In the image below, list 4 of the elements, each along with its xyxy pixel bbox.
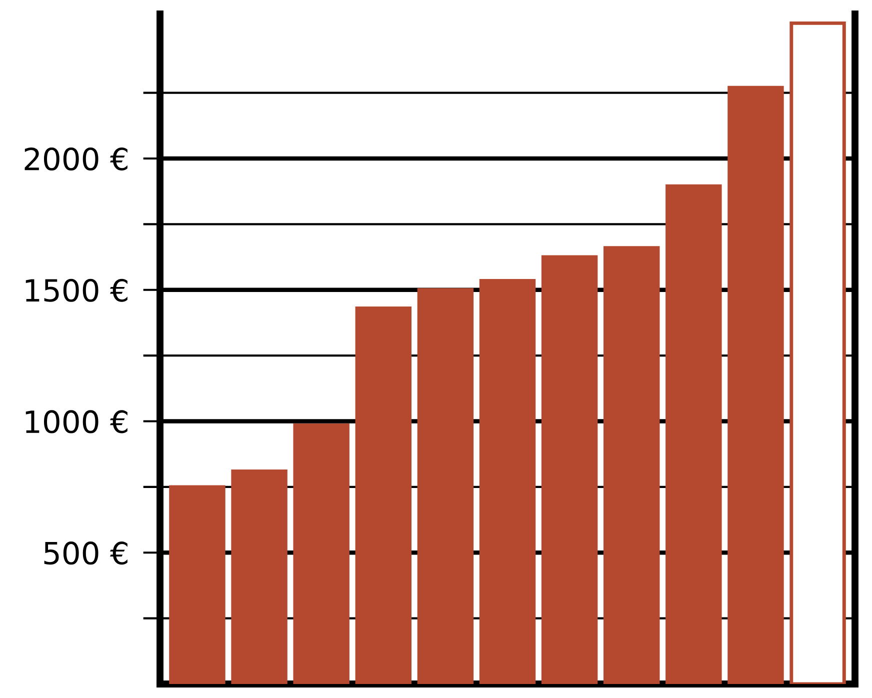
y-tick-label: 500 € [44, 542, 128, 565]
y-tick-label: 1500 € [26, 278, 128, 302]
y-tick-label: 2000 € [24, 147, 128, 171]
y-tick-label: 1000 € [26, 410, 128, 434]
